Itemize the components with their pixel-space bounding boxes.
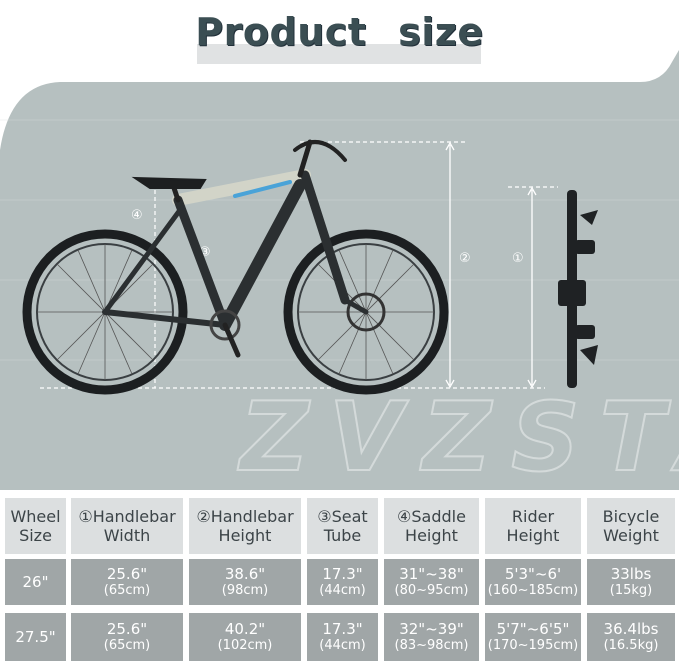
value: 25.6" xyxy=(106,565,148,584)
header-line: Wheel xyxy=(10,506,61,526)
front-wheel xyxy=(283,229,449,395)
value-metric: (65cm) xyxy=(103,583,151,599)
row2-wheel: 27.5" xyxy=(5,613,66,661)
header-line: ④Saddle xyxy=(397,506,466,526)
header-line: Height xyxy=(506,526,560,545)
value: 38.6" xyxy=(224,565,266,584)
value-metric: (80~95cm) xyxy=(394,583,469,599)
header-wheel-size: Wheel Size xyxy=(5,498,66,554)
watermark: ZVZSTA xyxy=(237,383,679,490)
row2-rider-height: 5'7"~6'5" (170~195cm) xyxy=(485,613,581,661)
value-metric: (15kg) xyxy=(609,583,653,599)
header-line: Bicycle xyxy=(602,506,660,526)
value-metric: (102cm) xyxy=(217,638,273,654)
marker-1: ① xyxy=(512,251,524,266)
value: 36.4lbs xyxy=(603,620,659,639)
row1-seat-tube: 17.3" (44cm) xyxy=(307,559,378,605)
header-line: Size xyxy=(19,526,52,545)
header-line: Rider xyxy=(511,506,555,526)
marker-2: ② xyxy=(459,251,471,266)
value: 5'3"~6' xyxy=(504,565,562,584)
header-seat-tube: ③Seat Tube xyxy=(307,498,378,554)
value-metric: (98cm) xyxy=(221,583,269,599)
row1-saddle-height: 31"~38" (80~95cm) xyxy=(384,559,479,605)
header-handlebar-height: ②Handlebar Height xyxy=(189,498,301,554)
header-line: Weight xyxy=(603,526,659,545)
header-line: ①Handlebar xyxy=(78,506,176,526)
row2-saddle-height: 32"~39" (83~98cm) xyxy=(384,613,479,661)
header-line: Height xyxy=(218,526,272,545)
header-line: Tube xyxy=(323,526,362,545)
value-metric: (16.5kg) xyxy=(603,638,659,654)
value-metric: (44cm) xyxy=(319,638,366,654)
header-bicycle-weight: Bicycle Weight xyxy=(587,498,675,554)
marker-4: ④ xyxy=(131,208,143,223)
row2-bicycle-weight: 36.4lbs (16.5kg) xyxy=(587,613,675,661)
row1-handlebar-width: 25.6" (65cm) xyxy=(71,559,183,605)
row2-handlebar-height: 40.2" (102cm) xyxy=(189,613,301,661)
bike-diagram: ④ ③ ② ① xyxy=(22,139,598,395)
value: 17.3" xyxy=(322,620,363,639)
title-band xyxy=(197,44,481,64)
row1-rider-height: 5'3"~6' (160~185cm) xyxy=(485,559,581,605)
value-metric: (65cm) xyxy=(103,638,151,654)
value-metric: (83~98cm) xyxy=(394,638,469,654)
header-line: ③Seat xyxy=(317,506,368,526)
value: 25.6" xyxy=(106,620,148,639)
row1-bicycle-weight: 33lbs (15kg) xyxy=(587,559,675,605)
header-line: Height xyxy=(405,526,458,545)
header-line: ②Handlebar xyxy=(196,506,294,526)
header-saddle-height: ④Saddle Height xyxy=(384,498,479,554)
value-metric: (44cm) xyxy=(319,583,366,599)
value: 32"~39" xyxy=(399,620,464,639)
row1-wheel: 26" xyxy=(5,559,66,605)
header-rider-height: Rider Height xyxy=(485,498,581,554)
marker-3: ③ xyxy=(199,245,211,260)
value: 17.3" xyxy=(322,565,363,584)
row2-handlebar-width: 25.6" (65cm) xyxy=(71,613,183,661)
handlebar-front-view xyxy=(558,190,598,388)
row1-handlebar-height: 38.6" (98cm) xyxy=(189,559,301,605)
header-handlebar-width: ①Handlebar Width xyxy=(71,498,183,554)
value: 40.2" xyxy=(224,620,266,639)
value: 31"~38" xyxy=(399,565,464,584)
row2-seat-tube: 17.3" (44cm) xyxy=(307,613,378,661)
page-title: Product size xyxy=(195,10,484,54)
header-line: Width xyxy=(103,526,151,545)
value: 33lbs xyxy=(610,565,652,584)
value: 5'7"~6'5" xyxy=(496,620,570,639)
value-metric: (160~185cm) xyxy=(487,583,579,599)
bike-frame xyxy=(102,139,369,358)
value-metric: (170~195cm) xyxy=(487,638,579,654)
